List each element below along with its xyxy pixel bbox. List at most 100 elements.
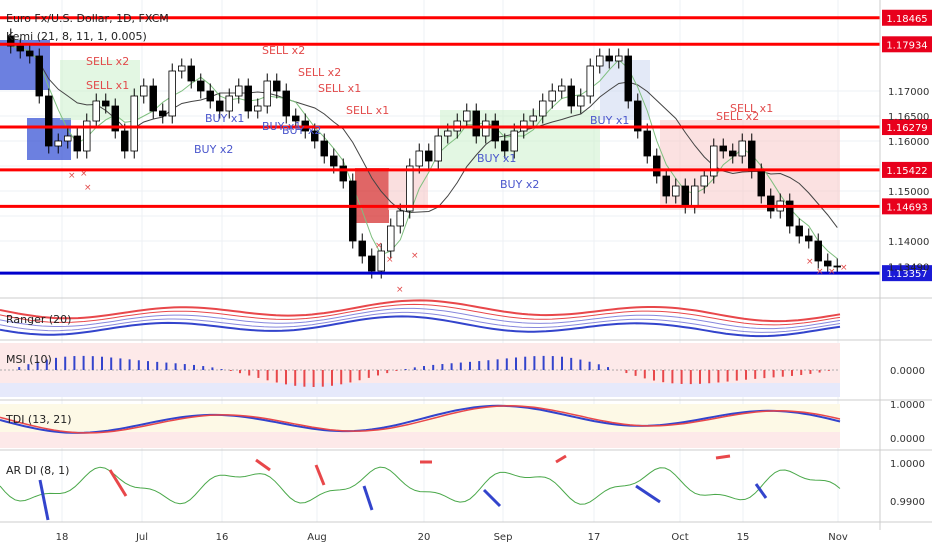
candle-body [406, 165, 414, 212]
candle-body [225, 95, 233, 112]
candle-body [235, 85, 243, 97]
candle-body [577, 95, 585, 107]
x-marker: × [828, 267, 836, 277]
ranger-line [0, 311, 841, 333]
msi-panel: 0.0000 [0, 343, 925, 397]
candle-body [121, 130, 129, 152]
x-marker: × [84, 183, 92, 193]
candle-body [102, 100, 110, 107]
x-marker: × [386, 255, 394, 265]
candle-body [26, 50, 34, 57]
tdi-tick: 1.0000 [890, 400, 925, 411]
candle-body [111, 105, 119, 132]
time-axis: 18 Jul 16 Aug 20 Sep 17 Oct 15 Nov [0, 521, 932, 543]
chart-title: Euro Fx/U.S. Dollar, 1D, FXCM [6, 12, 169, 25]
price-tag-label: 1.16279 [886, 123, 927, 134]
candle-body [833, 265, 841, 268]
candle-body [178, 65, 186, 72]
candle-body [273, 80, 281, 92]
tdi-band-lower [0, 432, 840, 448]
price-tick: 1.16500 [888, 112, 929, 123]
candle-body [339, 165, 347, 182]
candle-body [805, 235, 813, 242]
x-marker: × [840, 263, 848, 273]
candle-body [634, 100, 642, 132]
signal-buy: BUY x1 [477, 152, 516, 165]
x-marker: × [375, 241, 383, 251]
tdi-label: TDI (13, 21) [5, 413, 72, 426]
candle-body [83, 120, 91, 152]
candle-body [64, 135, 72, 142]
candle-body [425, 150, 433, 162]
candle-body [567, 85, 575, 107]
price-tag [882, 119, 932, 136]
candle-body [691, 185, 699, 207]
msi-label: MSI (10) [6, 353, 52, 366]
signal-sell: SELL x2 [262, 44, 305, 57]
ranger-line [0, 307, 841, 330]
signal-sell: SELL x1 [730, 102, 773, 115]
time-tick: Jul [135, 532, 148, 543]
price-tag-label: 1.14693 [886, 202, 927, 213]
slow-ma-line [10, 45, 838, 228]
price-tick: 1.16000 [888, 137, 929, 148]
candle-body [311, 130, 319, 142]
signal-buy: BUY x1 [590, 114, 629, 127]
candle-body [349, 180, 357, 242]
x-marker: × [816, 267, 824, 277]
price-tag [882, 9, 932, 26]
candle-body [729, 150, 737, 157]
msi-tick: 0.0000 [890, 366, 925, 377]
fast-ma-line [10, 45, 838, 259]
candle-body [7, 35, 15, 47]
last-price-label: 1.13490 [888, 263, 929, 274]
candle-body [130, 95, 138, 152]
ardi-line [0, 466, 841, 505]
candle-body [719, 145, 727, 152]
ardi-highlight [38, 479, 50, 521]
candle-body [624, 55, 632, 102]
indicator-label: Kemi (21, 8, 11, 1, 0.005) [6, 30, 147, 43]
candle-body [396, 210, 404, 227]
candle-body [767, 195, 775, 212]
signal-sell: SELL x1 [318, 82, 361, 95]
price-tag [882, 265, 932, 282]
tdi-panel: 1.0000 0.0000 [0, 400, 925, 448]
ranger-line [0, 303, 841, 326]
ardi-highlight [715, 454, 731, 460]
msi-lower-band [0, 383, 840, 397]
candle-body [73, 135, 81, 152]
candle-body [738, 140, 746, 157]
candle-body [700, 175, 708, 187]
price-axis: 1.17000 1.16500 1.16000 1.15000 1.14000 [879, 0, 929, 530]
candle-body [387, 225, 395, 252]
time-tick: Aug [307, 532, 327, 543]
price-tag-label: 1.17934 [886, 40, 927, 51]
price-tag-label: 1.13357 [886, 269, 927, 280]
price-tick: 1.14000 [888, 237, 929, 248]
signal-sell: SELL x1 [346, 104, 389, 117]
candle-body [377, 250, 385, 272]
price-tag [882, 161, 932, 178]
price-tag-label: 1.18465 [886, 14, 927, 25]
candle-body [263, 80, 271, 107]
candle-body [140, 85, 148, 97]
signal-buy: BUY x2 [194, 143, 233, 156]
candle-body [159, 110, 167, 117]
x-marker: × [806, 257, 814, 267]
candle-body [824, 260, 832, 267]
price-tag [882, 198, 932, 215]
candle-body [748, 140, 756, 172]
time-tick: 15 [737, 532, 750, 543]
candle-body [681, 185, 689, 207]
candle-body [444, 130, 452, 137]
candle-body [434, 135, 442, 162]
candle-body [282, 90, 290, 117]
candle-body [472, 110, 480, 137]
candle-body [320, 140, 328, 157]
x-marker: × [396, 285, 404, 295]
candle-body [529, 115, 537, 122]
candle-body [662, 175, 670, 197]
